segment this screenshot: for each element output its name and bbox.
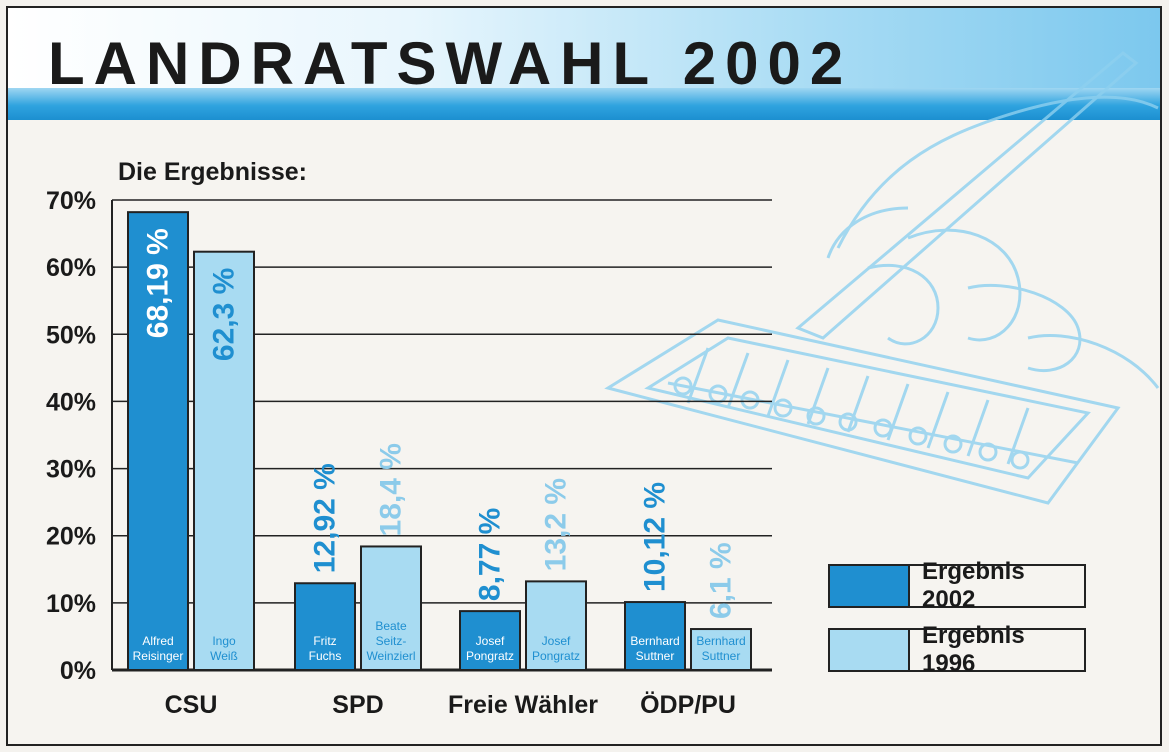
candidate-name: Josef — [542, 634, 571, 648]
bar-1996 — [360, 545, 422, 672]
y-tick-label: 70% — [46, 187, 96, 215]
bar-2002 — [127, 211, 189, 671]
candidate-name: Suttner — [702, 649, 741, 663]
candidate-name: Bernhard — [696, 634, 745, 648]
y-axis-ticks: 0% 10% 20% 30% 40% 50% 60% 70% — [46, 187, 96, 685]
category-label: SPD — [332, 691, 383, 719]
value-label: 62,3 % — [208, 268, 241, 361]
legend-label-1996: Ergebnis 1996 — [910, 622, 1086, 677]
value-label: 68,19 % — [142, 228, 175, 338]
candidate-name: Seitz- — [376, 634, 407, 648]
candidate-name: Fuchs — [309, 649, 342, 663]
value-label: 10,12 % — [639, 482, 672, 592]
legend-swatch-2002 — [828, 564, 910, 608]
candidate-name: Weiß — [210, 649, 238, 663]
category-label: ÖDP/PU — [640, 690, 736, 719]
bar-1996 — [690, 628, 752, 671]
candidate-name: Fritz — [313, 634, 336, 648]
x-axis-categories: CSU SPD Freie Wähler ÖDP/PU — [165, 690, 736, 719]
candidate-name: Bernhard — [630, 634, 679, 648]
category-label: Freie Wähler — [448, 691, 598, 719]
banner-blue-strip — [8, 88, 1160, 120]
value-label: 12,92 % — [309, 463, 342, 573]
candidate-name: Ingo — [212, 634, 236, 648]
candidate-name: Pongratz — [532, 649, 580, 663]
y-tick-label: 0% — [60, 657, 96, 685]
y-tick-label: 60% — [46, 254, 96, 282]
y-tick-label: 40% — [46, 388, 96, 416]
candidate-name: Weinzierl — [366, 649, 415, 663]
bar-1996 — [193, 250, 255, 671]
value-label: 18,4 % — [375, 443, 408, 536]
legend-item-1996: Ergebnis 1996 — [828, 622, 1086, 677]
chart-legend: Ergebnis 2002 Ergebnis 1996 — [828, 558, 1086, 688]
category-label: CSU — [165, 691, 218, 719]
candidate-name: Beate — [375, 619, 407, 633]
y-tick-label: 50% — [46, 321, 96, 349]
y-tick-label: 10% — [46, 590, 96, 618]
value-label: 6,1 % — [705, 542, 738, 619]
legend-item-2002: Ergebnis 2002 — [828, 558, 1086, 613]
y-tick-label: 30% — [46, 456, 96, 484]
chart-frame: LANDRATSWAHL 2002 Alfred Reisinger 68,19 %… — [6, 6, 1162, 746]
y-tick-label: 20% — [46, 523, 96, 551]
legend-swatch-1996 — [828, 628, 910, 672]
candidate-name: Josef — [476, 634, 505, 648]
bar-1996 — [525, 580, 587, 671]
candidate-name: Pongratz — [466, 649, 514, 663]
value-label: 13,2 % — [540, 478, 573, 571]
title-banner: LANDRATSWAHL 2002 — [8, 8, 1160, 120]
candidate-name: Reisinger — [133, 649, 184, 663]
candidate-name: Suttner — [636, 649, 675, 663]
bar-2002 — [624, 601, 686, 672]
bar-2002 — [459, 610, 521, 672]
chart-subtitle: Die Ergebnisse: — [118, 158, 307, 186]
chart-title: LANDRATSWAHL 2002 — [48, 30, 853, 97]
hand-ballot-illustration — [604, 51, 1160, 505]
value-label: 8,77 % — [474, 508, 507, 601]
bar-2002 — [294, 582, 356, 671]
candidate-name: Alfred — [142, 634, 173, 648]
legend-label-2002: Ergebnis 2002 — [910, 558, 1086, 613]
